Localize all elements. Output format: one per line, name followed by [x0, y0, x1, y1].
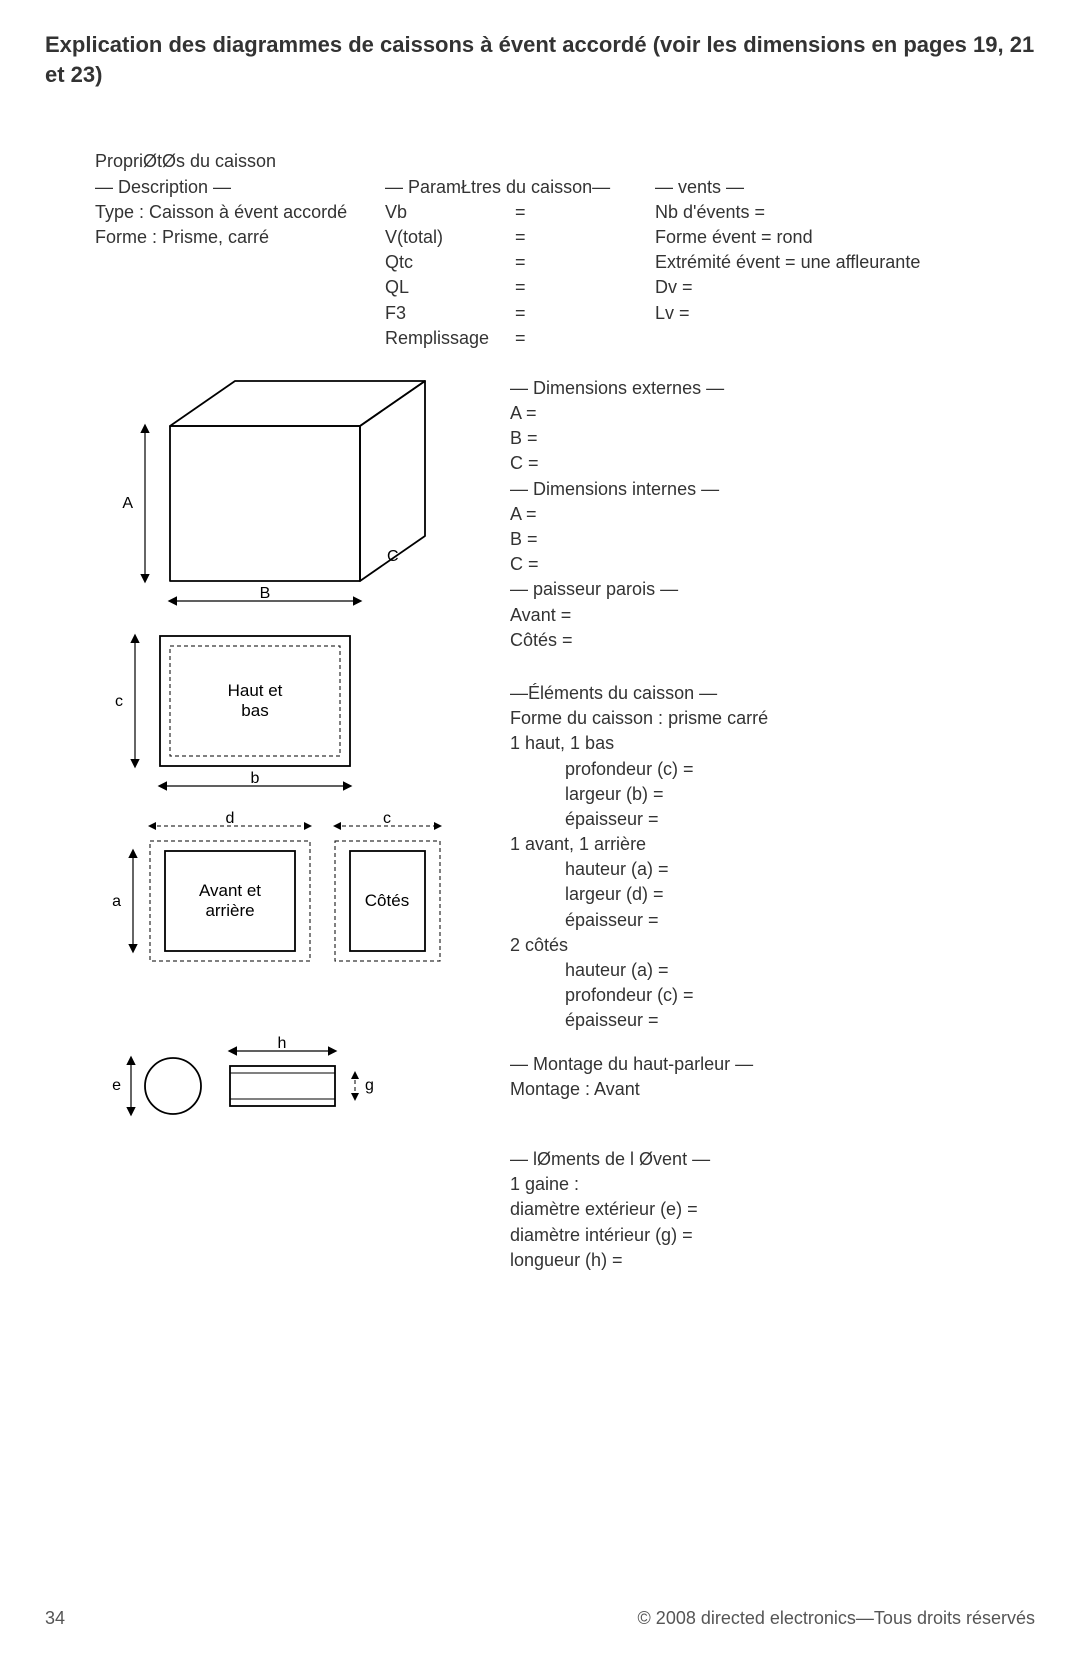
label-e: e — [112, 1077, 121, 1094]
param-eq: = — [515, 275, 526, 300]
elements-forme: Forme du caisson : prisme carré — [510, 706, 1035, 731]
diagrams-column: A B C Haut et bas c b d — [95, 366, 475, 1291]
label-cotes: Côtés — [365, 891, 409, 910]
param-eq: = — [515, 225, 526, 250]
vent-elements-ext-dia: diamètre extérieur (e) = — [510, 1197, 1035, 1222]
top-bottom-panel-diagram: Haut et bas c b — [95, 616, 475, 806]
elements-header: —Éléments du caisson — — [510, 681, 1035, 706]
vent-tube-diagram: e h g — [95, 1036, 475, 1126]
mounting-line: Montage : Avant — [510, 1077, 1035, 1102]
cube-diagram: A B C — [95, 366, 475, 616]
label-A: A — [122, 495, 133, 512]
vents-line: Lv = — [655, 301, 955, 326]
params-header: — ParamŁtres du caisson— — [385, 175, 655, 200]
label-B: B — [260, 585, 271, 602]
elements-top-line: profondeur (c) = — [510, 757, 1035, 782]
label-C: C — [387, 548, 399, 565]
vent-elements-length: longueur (h) = — [510, 1248, 1035, 1273]
label-d: d — [226, 810, 235, 827]
param-eq: = — [515, 200, 526, 225]
label-g: g — [365, 1077, 374, 1094]
dims-ext-b: B = — [510, 426, 1035, 451]
param-eq: = — [515, 250, 526, 275]
page-number: 34 — [45, 1608, 65, 1629]
label-haut-bas: Haut et — [228, 681, 283, 700]
elements-front-line: largeur (d) = — [510, 882, 1035, 907]
vent-elements-int-dia: diamètre intérieur (g) = — [510, 1223, 1035, 1248]
dims-wall-header: — paisseur parois — — [510, 577, 1035, 602]
props-heading: PropriØtØs du caisson — [95, 149, 1035, 174]
label-haut-bas2: bas — [241, 701, 268, 720]
desc-type: Type : Caisson à évent accordé — [95, 200, 385, 225]
elements-front-header: 1 avant, 1 arrière — [510, 832, 1035, 857]
elements-sides-line: hauteur (a) = — [510, 958, 1035, 983]
vent-elements-header: — lØments de l Øvent — — [510, 1147, 1035, 1172]
dims-ext-header: — Dimensions externes — — [510, 376, 1035, 401]
desc-header: — Description — — [95, 175, 385, 200]
label-arriere: arrière — [205, 901, 254, 920]
label-h: h — [278, 1036, 287, 1052]
label-a: a — [112, 893, 121, 910]
param-label: Remplissage — [385, 326, 515, 351]
elements-sides-line: épaisseur = — [510, 1008, 1035, 1033]
label-avant: Avant et — [199, 881, 261, 900]
elements-top-header: 1 haut, 1 bas — [510, 731, 1035, 756]
params-column: — ParamŁtres du caisson— Vb= V(total)= Q… — [385, 175, 655, 351]
dims-int-b: B = — [510, 527, 1035, 552]
page-title: Explication des diagrammes de caissons à… — [45, 30, 1035, 89]
param-label: QL — [385, 275, 515, 300]
label-b: b — [251, 770, 260, 787]
dims-int-header: — Dimensions internes — — [510, 477, 1035, 502]
vents-column: — vents — Nb d'évents = Forme évent = ro… — [655, 175, 955, 351]
elements-sides-line: profondeur (c) = — [510, 983, 1035, 1008]
mounting-header: — Montage du haut-parleur — — [510, 1052, 1035, 1077]
vent-elements-gaine: 1 gaine : — [510, 1172, 1035, 1197]
text-column: — Dimensions externes — A = B = C = — Di… — [475, 366, 1035, 1291]
vents-line: Forme évent = rond — [655, 225, 955, 250]
param-label: F3 — [385, 301, 515, 326]
label-c2: c — [383, 810, 391, 827]
param-label: V(total) — [385, 225, 515, 250]
desc-forme: Forme : Prisme, carré — [95, 225, 385, 250]
dims-cotes: Côtés = — [510, 628, 1035, 653]
elements-front-line: hauteur (a) = — [510, 857, 1035, 882]
copyright: © 2008 directed electronics—Tous droits … — [638, 1608, 1035, 1629]
param-eq: = — [515, 326, 526, 351]
dims-int-c: C = — [510, 552, 1035, 577]
page-footer: 34 © 2008 directed electronics—Tous droi… — [45, 1608, 1035, 1629]
param-label: Vb — [385, 200, 515, 225]
vents-line: Nb d'évents = — [655, 200, 955, 225]
vents-line: Extrémité évent = une affleurante — [655, 250, 955, 275]
dims-ext-c: C = — [510, 451, 1035, 476]
elements-front-line: épaisseur = — [510, 908, 1035, 933]
description-column: — Description — Type : Caisson à évent a… — [95, 175, 385, 351]
dims-avant: Avant = — [510, 603, 1035, 628]
dims-ext-a: A = — [510, 401, 1035, 426]
label-c: c — [115, 693, 123, 710]
dims-int-a: A = — [510, 502, 1035, 527]
front-side-panels-diagram: d c Avant et arrière Côtés a — [95, 806, 475, 986]
vents-header: — vents — — [655, 175, 955, 200]
param-eq: = — [515, 301, 526, 326]
properties-section: PropriØtØs du caisson — Description — Ty… — [95, 149, 1035, 351]
elements-top-line: largeur (b) = — [510, 782, 1035, 807]
vents-line: Dv = — [655, 275, 955, 300]
param-label: Qtc — [385, 250, 515, 275]
elements-sides-header: 2 côtés — [510, 933, 1035, 958]
elements-top-line: épaisseur = — [510, 807, 1035, 832]
